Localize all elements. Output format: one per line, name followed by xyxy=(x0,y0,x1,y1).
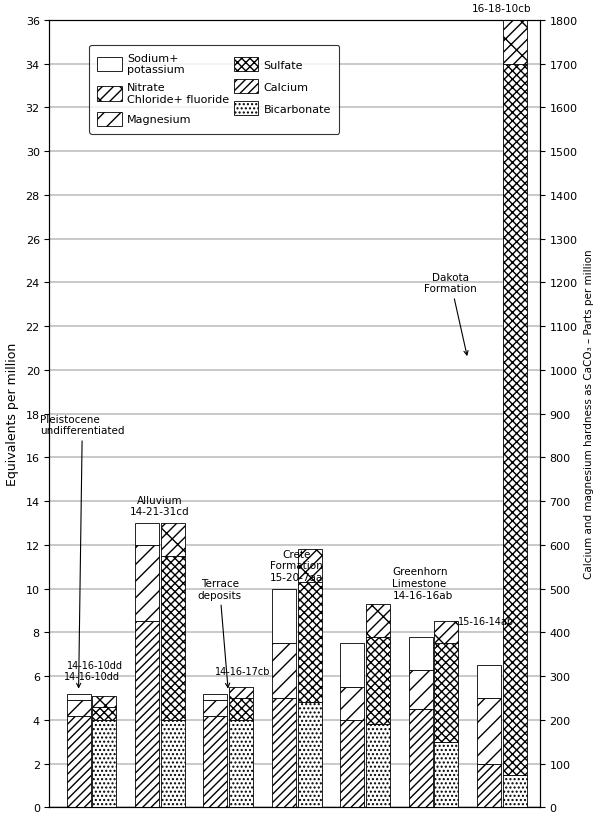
Text: Terrace
deposits: Terrace deposits xyxy=(197,578,242,688)
Text: 16-18-10cb: 16-18-10cb xyxy=(472,4,532,14)
Text: Alluvium
14-21-31cd: Alluvium 14-21-31cd xyxy=(130,495,190,517)
Bar xyxy=(67,700,91,716)
Bar xyxy=(135,523,159,545)
Bar xyxy=(477,764,501,808)
Bar xyxy=(229,720,253,808)
Bar xyxy=(203,716,227,808)
Bar xyxy=(340,720,364,808)
Bar xyxy=(229,699,253,720)
Y-axis label: Equivalents per million: Equivalents per million xyxy=(5,342,19,486)
Text: 14-16-10dd: 14-16-10dd xyxy=(67,660,122,670)
Text: Pleistocene
undifferentiated: Pleistocene undifferentiated xyxy=(40,414,125,688)
Text: 14-16-17cb: 14-16-17cb xyxy=(215,667,270,676)
Bar xyxy=(434,742,458,808)
Bar xyxy=(67,716,91,808)
Bar xyxy=(161,720,185,808)
Bar xyxy=(135,545,159,622)
Text: Dakota
Formation: Dakota Formation xyxy=(424,273,477,355)
Text: 15-16-14ab: 15-16-14ab xyxy=(458,617,515,627)
Bar xyxy=(366,725,390,808)
Bar xyxy=(477,665,501,699)
Bar xyxy=(272,589,296,644)
Bar xyxy=(272,699,296,808)
Bar xyxy=(340,687,364,720)
Bar xyxy=(203,694,227,700)
Text: Crete
Formation
15-20-7aa: Crete Formation 15-20-7aa xyxy=(270,550,323,582)
Bar xyxy=(366,604,390,637)
Text: Greenhorn
Limestone
14-16-16ab: Greenhorn Limestone 14-16-16ab xyxy=(392,567,452,600)
Bar xyxy=(477,699,501,764)
Bar xyxy=(503,20,527,65)
Bar xyxy=(340,644,364,687)
Bar xyxy=(409,637,433,670)
Bar xyxy=(161,556,185,720)
Bar xyxy=(434,622,458,644)
Bar xyxy=(409,709,433,808)
Legend: Sodium+
potassium, Nitrate
Chloride+ fluoride, Magnesium, Sulfate, Calcium, Bica: Sodium+ potassium, Nitrate Chloride+ flu… xyxy=(89,46,339,134)
Bar xyxy=(298,550,322,582)
Bar xyxy=(92,720,116,808)
Bar xyxy=(503,65,527,775)
Bar xyxy=(161,523,185,556)
Bar xyxy=(298,582,322,703)
Bar xyxy=(67,694,91,700)
Bar xyxy=(503,775,527,808)
Text: 14-16-10dd: 14-16-10dd xyxy=(64,672,120,681)
Bar xyxy=(434,644,458,742)
Bar xyxy=(366,637,390,725)
Bar xyxy=(229,687,253,699)
Bar xyxy=(298,703,322,808)
Bar xyxy=(409,670,433,709)
Bar xyxy=(272,644,296,699)
Bar xyxy=(135,622,159,808)
Bar xyxy=(203,700,227,716)
Y-axis label: Calcium and magnesium hardness as CaCO₃ – Parts per million: Calcium and magnesium hardness as CaCO₃ … xyxy=(584,250,595,579)
Bar xyxy=(92,696,116,707)
Bar xyxy=(92,707,116,720)
